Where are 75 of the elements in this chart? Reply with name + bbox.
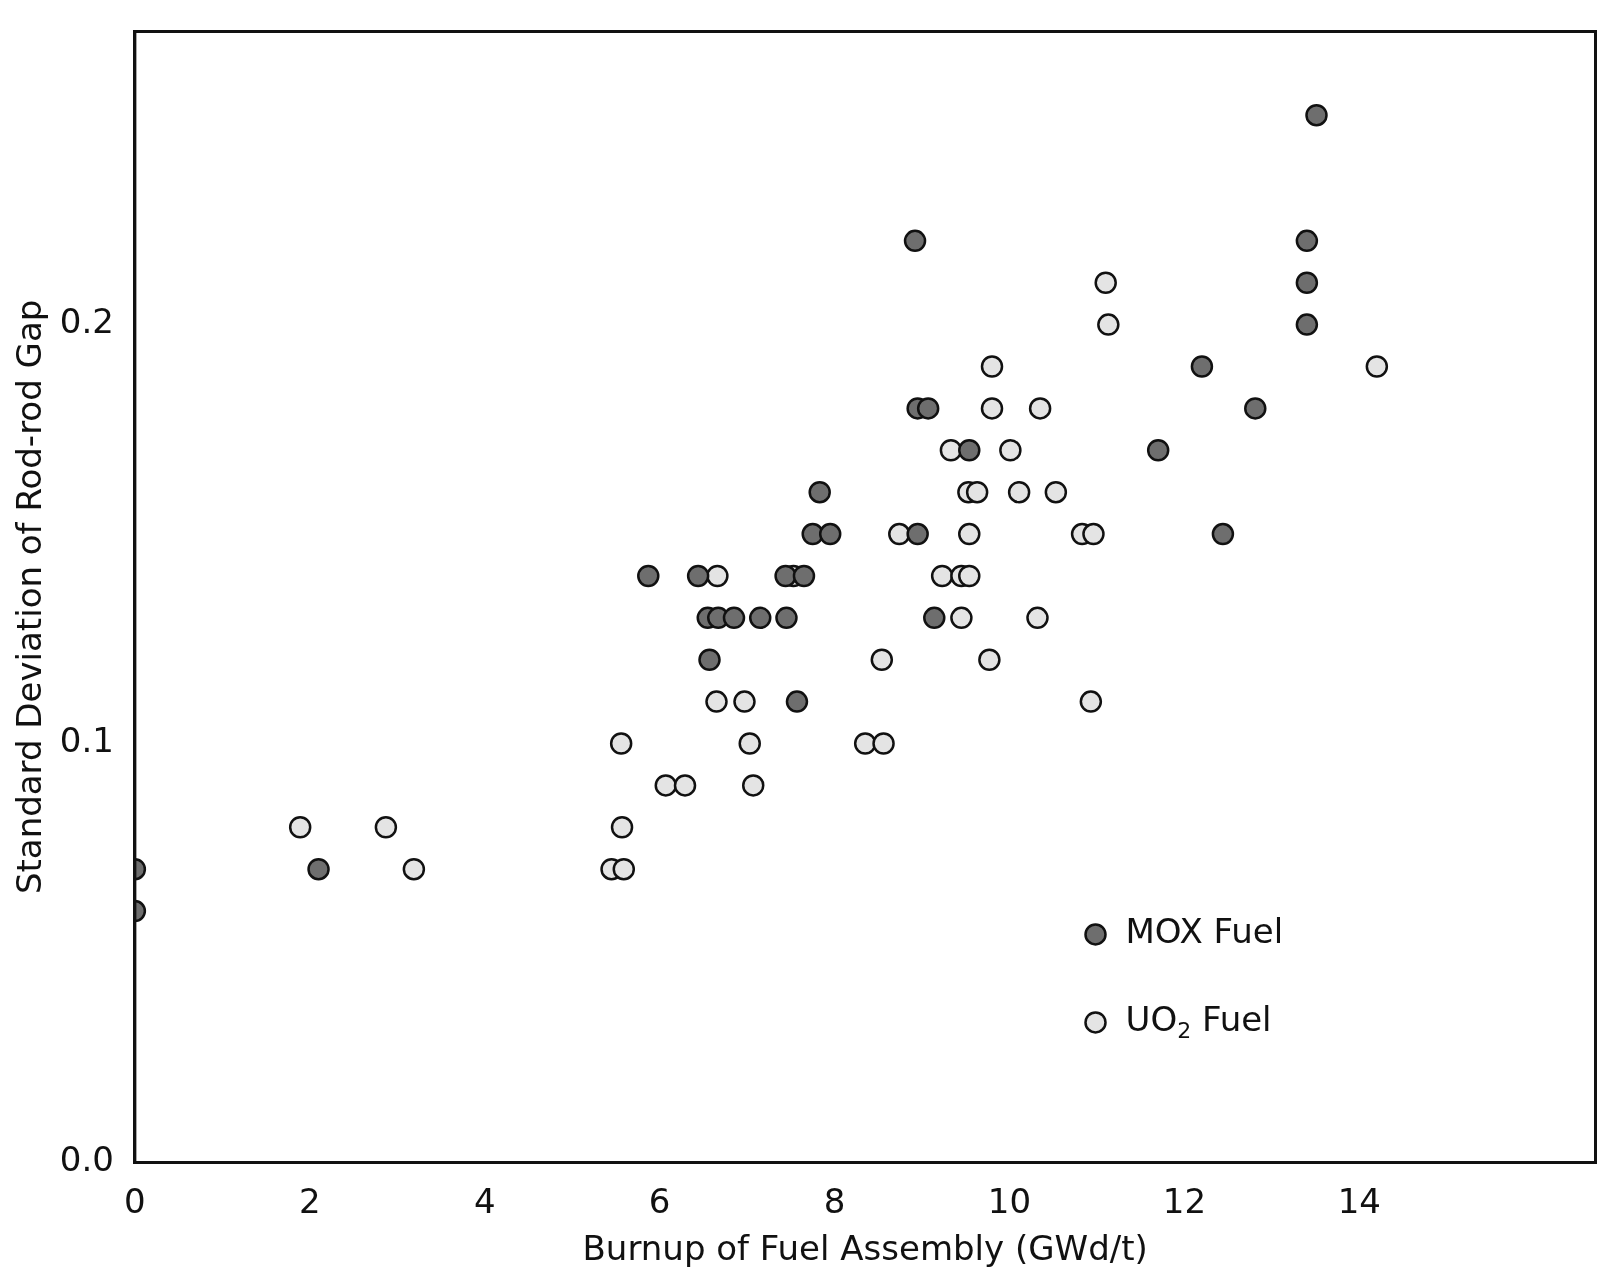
x-tick-label: 6 (648, 1180, 671, 1221)
point (808, 480, 831, 504)
x-tick-label: 14 (1337, 1180, 1381, 1221)
point (792, 564, 816, 588)
point (1295, 229, 1319, 253)
point (870, 648, 894, 671)
point (853, 732, 877, 755)
point (965, 480, 989, 504)
point (654, 774, 678, 797)
point (374, 816, 398, 839)
x-tick-label: 4 (473, 1180, 496, 1221)
y-tick-label: 0.0 (59, 1139, 114, 1180)
point (738, 732, 761, 755)
point (958, 564, 981, 588)
point (1365, 355, 1389, 378)
point (610, 816, 634, 839)
point (1305, 103, 1328, 127)
point (1094, 271, 1117, 294)
point (775, 606, 798, 630)
point (637, 564, 660, 588)
point (307, 857, 330, 881)
point (1146, 439, 1170, 462)
point (698, 648, 721, 671)
point (785, 690, 809, 713)
point (288, 816, 312, 839)
point (774, 564, 797, 588)
point (906, 522, 929, 546)
x-tick-label: 12 (1162, 1180, 1207, 1221)
point (980, 355, 1004, 378)
point (903, 229, 927, 253)
point (872, 732, 895, 755)
point (930, 564, 954, 588)
point (916, 397, 940, 420)
point (1082, 522, 1105, 546)
point (1244, 397, 1267, 420)
y-tick-label: 0.2 (59, 301, 114, 342)
point (722, 606, 746, 630)
point (733, 690, 756, 713)
x-tick-label: 10 (987, 1180, 1032, 1221)
point (609, 732, 633, 755)
point (980, 397, 1004, 420)
point (612, 857, 636, 881)
point (958, 439, 981, 462)
point (1295, 271, 1319, 294)
point (999, 439, 1022, 462)
y-tick-label: 0.1 (59, 720, 114, 761)
x-tick-label: 0 (124, 1180, 146, 1221)
x-tick-label: 8 (823, 1180, 846, 1221)
point (818, 522, 842, 546)
point (939, 439, 963, 462)
x-axis-title: Burnup of Fuel Assembly (GWd/t) (582, 1228, 1148, 1269)
point (1097, 313, 1120, 336)
point (950, 606, 973, 630)
point (888, 522, 911, 546)
point (705, 690, 728, 713)
point (673, 774, 697, 797)
point (1211, 522, 1235, 546)
y-axis-title: Standard Deviation of Rod-rod Gap (9, 299, 50, 895)
point (1026, 606, 1049, 630)
point (706, 564, 729, 588)
point (1044, 480, 1068, 504)
point (686, 564, 710, 588)
point (978, 648, 1001, 671)
point (741, 774, 765, 797)
x-tick-label: 2 (298, 1180, 321, 1221)
point (1028, 397, 1052, 420)
legend-label: MOX Fuel (1125, 911, 1284, 952)
point (402, 857, 426, 881)
point (748, 606, 772, 630)
point (923, 606, 946, 630)
point (1007, 480, 1031, 504)
point (1079, 690, 1103, 713)
point (958, 522, 981, 546)
point (1190, 355, 1214, 378)
point (1295, 313, 1319, 336)
